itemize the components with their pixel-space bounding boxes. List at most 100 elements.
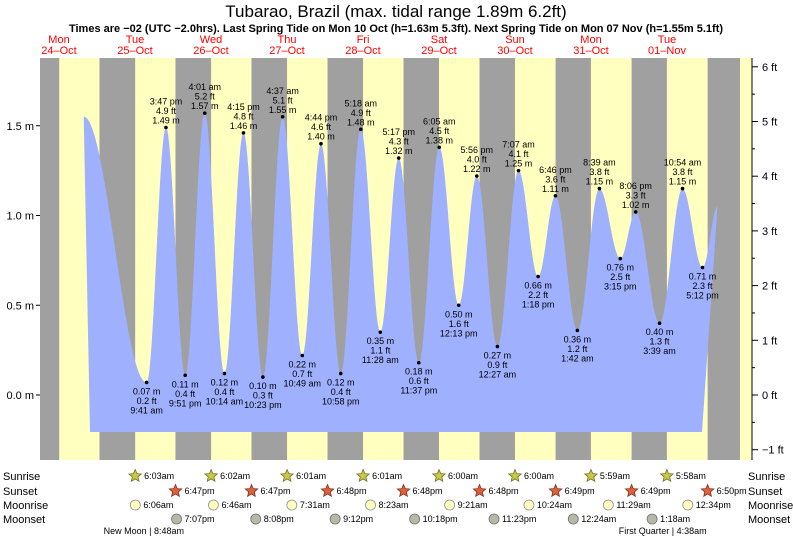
y-right-tick-0: −1 ft (762, 445, 784, 457)
tide-label: 1.2 ft (567, 344, 588, 354)
sunset-star-icon (168, 483, 183, 498)
sunset-time: 6:47pm (260, 486, 290, 496)
y-right-tick-5: 4 ft (762, 171, 777, 183)
moonrise-6: 11:29am (602, 499, 651, 511)
tide-point (300, 353, 305, 358)
sunrise-time: 6:01am (296, 471, 326, 481)
sunrise-time: 6:03am (144, 471, 174, 481)
tide-label: 0.18 m (405, 367, 433, 377)
tide-point (474, 174, 479, 178)
tide-label: 4:44 pm (305, 113, 338, 123)
tide-label: 4.0 ft (467, 155, 488, 165)
tide-extreme-14: 5:17 pm4.3 ft1.32 m (382, 127, 415, 160)
tide-label: 8:39 am (583, 158, 616, 168)
tide-label: 0.6 ft (409, 376, 430, 386)
sunrise-star-icon (203, 468, 219, 483)
tide-label: 0.3 ft (253, 391, 274, 401)
moonrise-moon-icon (523, 499, 535, 511)
day-name: Tue (126, 34, 145, 46)
tide-point (261, 375, 265, 379)
row-label-left-sunset: Sunset (3, 486, 37, 498)
tide-label: 0.4 ft (175, 389, 196, 399)
tide-label: 1.1 ft (370, 346, 391, 356)
moonrise-time: 11:29am (616, 500, 650, 510)
tide-label: 4.6 ft (311, 122, 332, 132)
sunset-6: 6:49pm (548, 483, 595, 498)
sunrise-star-icon (659, 468, 675, 483)
sunset-8: 6:50pm (700, 483, 747, 498)
tide-point (633, 210, 638, 214)
sunrise-star-icon (279, 468, 295, 483)
day-date: 24–Oct (41, 45, 76, 57)
tide-label: 1.11 m (542, 184, 569, 194)
day-name: Fri (357, 34, 370, 46)
tide-point (378, 330, 383, 334)
sunset-star-icon (320, 483, 335, 498)
moon-phase-0: New Moon | 8:48am (104, 526, 184, 536)
row-label-left-moonset: Moonset (3, 514, 45, 526)
sunset-star-icon (244, 483, 259, 498)
tide-label: 9:51 pm (169, 398, 202, 408)
tide-label: 0.27 m (484, 351, 512, 361)
tide-label: 10:14 am (206, 396, 244, 406)
day-date: 28–Oct (345, 45, 380, 57)
moonrise-time: 9:21am (458, 500, 488, 510)
moonrise-moon-icon (365, 499, 376, 511)
day-name: Mon (48, 34, 69, 46)
sunrise-7: 5:59am (583, 468, 630, 483)
moonrise-time: 10:24am (537, 500, 572, 510)
moonrise-5: 10:24am (523, 499, 572, 511)
row-label-right-sunset: Sunset (748, 486, 782, 498)
moonset-moon-icon (488, 513, 500, 525)
tide-point (144, 380, 149, 385)
moonrise-moon-icon (286, 499, 298, 511)
tide-extreme-3: 0.11 m0.4 ft9:51 pm (169, 373, 202, 408)
tide-label: 6:46 pm (539, 165, 572, 175)
sunrise-star-icon (583, 468, 599, 483)
tide-point (516, 168, 521, 173)
tide-point (396, 156, 401, 160)
sunset-time: 6:47pm (184, 486, 214, 496)
sunset-star-icon (548, 483, 563, 498)
tide-extreme-12: 5:18 am4.9 ft1.48 m (345, 98, 377, 132)
tide-extreme-20: 7:07 am4.1 ft1.25 m (502, 140, 535, 173)
tide-label: 1.57 m (191, 101, 219, 111)
sunrise-3: 6:01am (279, 468, 326, 483)
moonset-time: 8:08pm (264, 514, 294, 524)
moonrise-1: 6:46am (208, 499, 251, 511)
tide-extreme-2: 3:47 pm4.9 ft1.49 m (150, 97, 182, 130)
tide-point (202, 111, 207, 115)
sunset-time: 6:49pm (641, 486, 671, 496)
tide-extreme-1: 0.07 m0.2 ft9:41 am (130, 380, 163, 415)
tide-label: 10:23 pm (244, 400, 282, 410)
tide-label: 4:01 am (188, 82, 221, 92)
tide-point (164, 125, 168, 130)
tide-label: 5:12 pm (686, 291, 719, 301)
tide-label: 4.9 ft (156, 106, 177, 116)
moonrise-moon-icon (602, 499, 614, 511)
tide-label: 0.2 ft (137, 396, 158, 406)
tide-point (222, 371, 227, 376)
sunset-4: 6:48pm (396, 483, 443, 498)
day-name: Tue (658, 34, 677, 46)
sunset-time: 6:48pm (337, 486, 367, 496)
tide-label: 1.15 m (586, 177, 614, 187)
tide-extreme-29: 0.71 m2.3 ft5:12 pm (686, 265, 719, 301)
tide-label: 3:39 am (643, 346, 676, 356)
tide-extreme-23: 0.36 m1.2 ft1:42 am (561, 328, 594, 363)
tide-label: 9:41 am (130, 405, 163, 415)
sunrise-5: 6:00am (431, 468, 478, 483)
moonrise-time: 8:23am (379, 500, 409, 510)
axes: 0.0 m 0.5 m 1.0 m 1.5 m −1 ft 0 ft 1 ft 2 ft 3 f… (6, 58, 784, 460)
sunrise-time: 5:58am (676, 471, 706, 481)
tide-point (456, 303, 461, 308)
moonrise-4: 9:21am (444, 499, 488, 511)
tide-curve (83, 113, 718, 432)
moonset-moon-icon (409, 513, 421, 525)
tide-area (83, 113, 718, 432)
